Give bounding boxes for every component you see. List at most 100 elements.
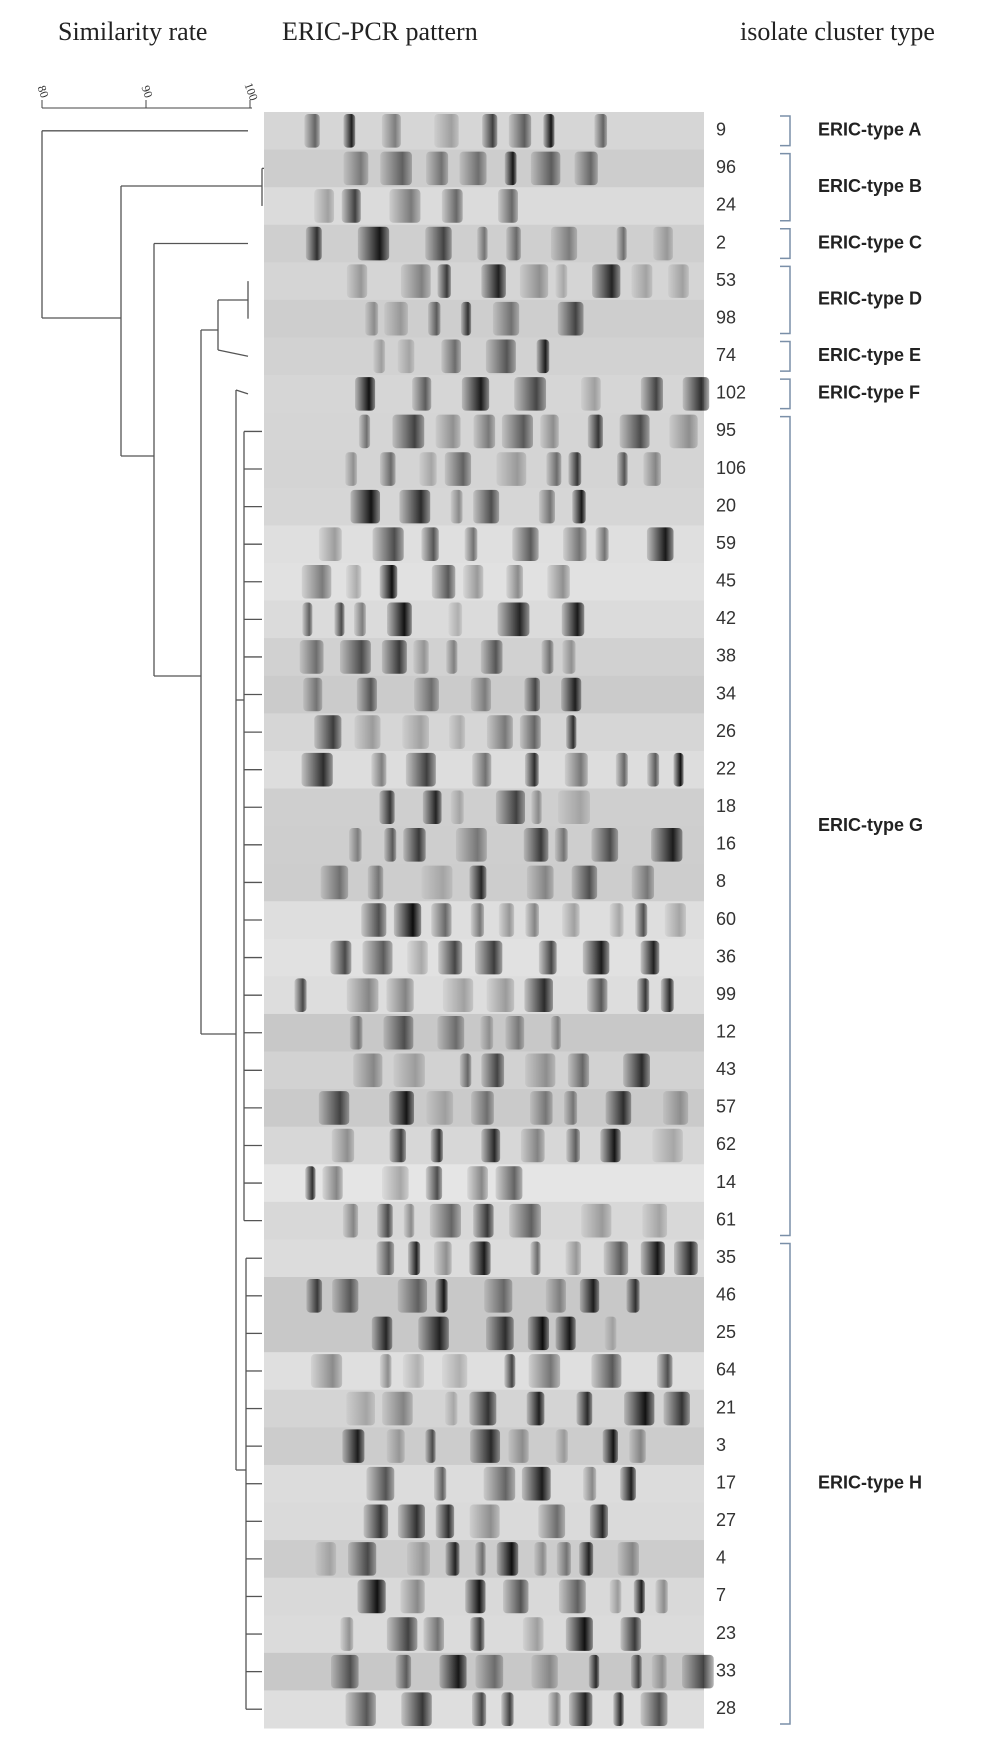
isolate-label: 20 <box>716 495 736 515</box>
cluster-label: ERIC-type C <box>818 232 922 252</box>
isolate-label: 61 <box>716 1209 736 1229</box>
gel-band <box>425 1429 436 1463</box>
gel-band <box>566 715 577 749</box>
gel-band <box>526 1391 545 1426</box>
gel-band <box>473 489 500 524</box>
gel-band <box>318 1091 350 1125</box>
gel-band <box>421 527 439 561</box>
gel-band <box>387 602 412 637</box>
gel-band <box>431 564 456 599</box>
gel-band <box>523 828 549 862</box>
gel-band <box>492 301 520 336</box>
gel-band <box>353 602 366 637</box>
isolate-label: 18 <box>716 796 736 816</box>
gel-band <box>426 151 449 186</box>
gel-band <box>651 828 683 862</box>
gel-band <box>389 1091 415 1125</box>
isolate-label: 60 <box>716 909 736 929</box>
gel-band <box>330 1654 359 1689</box>
gel-band <box>637 978 650 1012</box>
gel-band <box>386 1617 418 1651</box>
gel-band <box>379 790 395 825</box>
gel-band <box>433 1241 452 1276</box>
isolate-label: 74 <box>716 345 736 365</box>
gel-band <box>540 414 559 449</box>
gel-band <box>587 978 608 1012</box>
cluster-label: ERIC-type H <box>818 1472 922 1492</box>
gel-band <box>402 715 429 749</box>
gel-band <box>656 1354 673 1388</box>
gel-band <box>469 865 487 900</box>
gel-lane <box>264 788 704 827</box>
isolate-label: 42 <box>716 608 736 628</box>
isolate-label: 14 <box>716 1172 736 1192</box>
gel-band <box>480 1015 494 1050</box>
gel-band <box>330 940 352 975</box>
gel-band <box>486 978 515 1012</box>
gel-band <box>561 602 585 637</box>
pattern-header: ERIC-PCR pattern <box>282 17 478 46</box>
gel-band <box>631 865 655 900</box>
isolate-label: 95 <box>716 420 736 440</box>
gel-band <box>546 452 562 486</box>
isolate-label: 21 <box>716 1397 736 1417</box>
gel-band <box>589 1504 609 1539</box>
gel-band <box>310 1354 343 1388</box>
gel-band <box>346 1391 376 1426</box>
gel-band <box>430 1128 443 1163</box>
gel-band <box>475 1654 504 1689</box>
tree-branch <box>217 349 249 357</box>
gel-band <box>541 640 554 674</box>
gel-band <box>340 1617 354 1651</box>
gel-band <box>448 602 463 637</box>
gel-band <box>572 489 586 524</box>
gel-band <box>482 114 498 148</box>
gel-band <box>431 903 452 937</box>
gel-lane <box>264 600 704 639</box>
gel-band <box>548 1692 561 1726</box>
gel-band <box>455 828 487 862</box>
gel-band <box>609 1579 622 1614</box>
gel-band <box>345 452 358 486</box>
gel-band <box>555 264 568 298</box>
gel-band <box>521 1466 551 1501</box>
gel-band <box>558 1579 586 1614</box>
gel-band <box>528 1354 561 1388</box>
scale-label: 90 <box>139 84 156 100</box>
gel-band <box>600 1128 621 1163</box>
gel-band <box>349 1015 363 1050</box>
gel-band <box>643 452 662 486</box>
gel-band <box>471 1692 487 1726</box>
gel-band <box>395 1654 412 1689</box>
gel-band <box>379 1354 392 1388</box>
gel-band <box>358 414 371 449</box>
gel-lane <box>264 450 704 489</box>
gel-band <box>470 677 492 712</box>
gel-band <box>557 301 584 336</box>
gel-band <box>429 1203 461 1238</box>
gel-band <box>353 1053 383 1088</box>
gel-band <box>473 1203 494 1238</box>
gel-band <box>450 489 463 524</box>
gel-band <box>583 1466 597 1501</box>
gel-band <box>673 1241 698 1276</box>
gel-band <box>655 1579 668 1614</box>
gel-band <box>530 151 561 186</box>
isolate-label: 27 <box>716 1510 736 1530</box>
gel-band <box>414 677 439 712</box>
gel-band <box>371 1316 393 1351</box>
gel-band <box>626 1279 640 1313</box>
gel-band <box>341 189 361 223</box>
gel-band <box>365 301 379 336</box>
gel-band <box>538 489 555 524</box>
gel-band <box>355 377 376 411</box>
gel-band <box>558 790 590 825</box>
gel-band <box>470 1617 485 1651</box>
isolate-label: 99 <box>716 984 736 1004</box>
isolate-label: 46 <box>716 1285 736 1305</box>
gel-band <box>306 1279 323 1313</box>
isolate-label: 12 <box>716 1021 736 1041</box>
gel-band <box>682 1654 714 1689</box>
gel-band <box>564 1091 578 1125</box>
